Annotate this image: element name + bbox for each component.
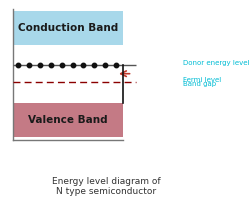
Text: Conduction Band: Conduction Band: [18, 23, 118, 33]
Text: Energy level diagram of
N type semiconductor: Energy level diagram of N type semicondu…: [51, 177, 160, 196]
Text: Donor energy level: Donor energy level: [183, 60, 249, 66]
Bar: [13, 11, 123, 45]
Text: Band gap: Band gap: [183, 81, 216, 87]
Bar: [13, 103, 123, 137]
Text: Valence Band: Valence Band: [28, 115, 108, 125]
Text: Fermi level: Fermi level: [183, 77, 221, 83]
